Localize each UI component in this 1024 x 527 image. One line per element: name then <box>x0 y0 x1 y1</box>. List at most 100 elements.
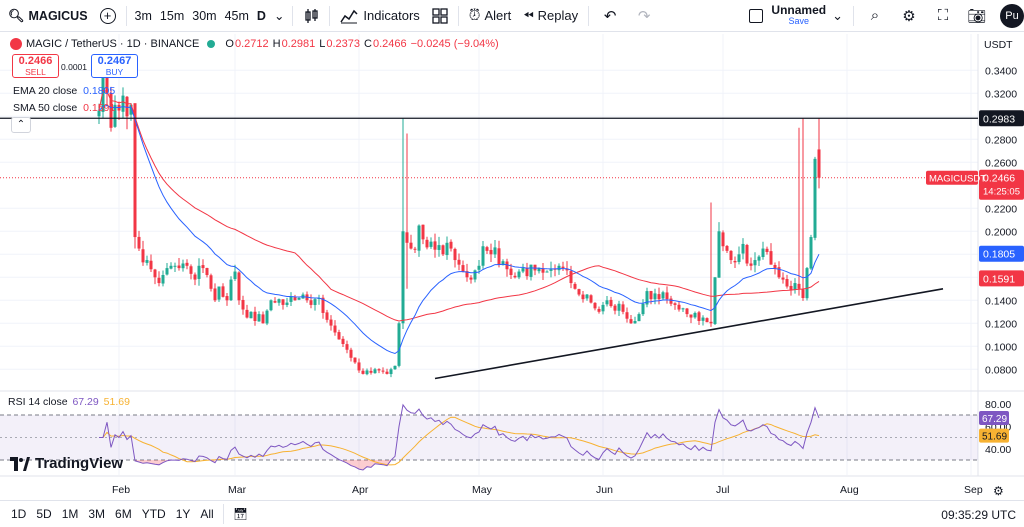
candle-body <box>161 275 165 284</box>
range-1d[interactable]: 1D <box>11 507 27 521</box>
month-label: Apr <box>352 484 369 496</box>
candle-body <box>481 246 485 266</box>
rsi-ma-line <box>99 416 820 466</box>
indicators-label: Indicators <box>363 8 420 23</box>
market-status-icon <box>207 40 216 48</box>
candle-body <box>645 291 649 305</box>
replay-button[interactable]: ⏪︎ Replay <box>517 0 584 32</box>
sell-button[interactable]: 0.2466 SELL <box>12 54 59 78</box>
currency-label[interactable]: USDT <box>984 39 1013 51</box>
alert-button[interactable]: ⏰︎ Alert <box>463 0 517 32</box>
layout-save-button[interactable]: Unnamed Save ⌄ <box>743 0 849 32</box>
indicators-button[interactable]: Indicators <box>334 0 425 32</box>
candle-body <box>565 268 569 271</box>
candle-body <box>277 299 281 303</box>
candle-body <box>269 300 273 311</box>
settings-button[interactable]: ⚙ <box>892 0 926 32</box>
candle-body <box>197 265 201 279</box>
templates-button[interactable] <box>426 0 454 32</box>
candle-body <box>157 277 161 284</box>
alert-label: Alert <box>484 8 512 23</box>
last-price-tag: 0.2466 14:25:05 <box>979 169 1024 200</box>
symbol-search-button[interactable]: 🔍︎ MAGICUS <box>0 0 94 32</box>
candle-body <box>257 314 261 322</box>
range-all[interactable]: All <box>200 507 214 521</box>
range-1y[interactable]: 1Y <box>175 507 191 521</box>
candle-body <box>581 294 585 300</box>
magnifier-icon: ⌕ <box>870 7 880 24</box>
candle-body <box>569 271 573 284</box>
chart-settings-icon[interactable]: ⚙ <box>993 484 1004 498</box>
candle-body <box>109 92 113 128</box>
quick-search-button[interactable]: ⌕ <box>858 0 892 32</box>
candle-body <box>181 263 185 269</box>
candle-body <box>609 299 613 307</box>
tradingview-logo: TradingView <box>10 455 123 472</box>
range-1m[interactable]: 1M <box>61 507 79 521</box>
candle-body <box>449 241 453 249</box>
candle-body <box>313 299 317 306</box>
candle-body <box>761 248 765 258</box>
collapse-legend-button[interactable]: ⌃ <box>11 117 31 133</box>
candle-body <box>149 260 153 270</box>
candle-body <box>397 323 401 366</box>
candle-body <box>517 271 521 278</box>
candle-body <box>701 317 705 321</box>
goto-date-button[interactable]: 📅︎ <box>228 507 253 521</box>
rsi-legend[interactable]: RSI 14 close 67.29 51.69 <box>8 396 130 408</box>
last-price-value: 0.2466 <box>983 173 1015 185</box>
interval-d[interactable]: D <box>256 8 266 23</box>
candle-body <box>145 260 149 263</box>
rewind-icon: ⏪︎ <box>523 7 534 23</box>
candle-body <box>521 268 525 272</box>
month-label: May <box>472 484 493 496</box>
candle-body <box>593 302 597 309</box>
overlays <box>0 89 978 380</box>
candle-body <box>745 245 749 264</box>
sma-legend[interactable]: SMA 50 close 0.1591 <box>13 102 115 114</box>
chart-type-button[interactable] <box>297 0 325 32</box>
interval-45m[interactable]: 45m <box>224 8 249 23</box>
interval-30m[interactable]: 30m <box>192 8 217 23</box>
candle-body <box>429 241 433 247</box>
candle-body <box>525 267 529 277</box>
interval-15m[interactable]: 15m <box>159 8 185 23</box>
snapshot-button[interactable]: 📷︎ <box>960 0 994 32</box>
candle-body <box>185 262 189 266</box>
interval-3m[interactable]: 3m <box>134 8 152 23</box>
month-label: Mar <box>228 484 247 496</box>
candle-body <box>601 304 605 312</box>
ema-legend[interactable]: EMA 20 close 0.1805 <box>13 85 115 97</box>
undo-button[interactable]: ↶ <box>593 0 627 32</box>
candle-body <box>281 299 285 305</box>
candle-body <box>413 248 417 250</box>
range-3m[interactable]: 3M <box>88 507 106 521</box>
price-tick-label: 0.2200 <box>985 203 1017 215</box>
candle-body <box>513 275 517 278</box>
buy-button[interactable]: 0.2467 BUY <box>91 54 138 78</box>
candle-body <box>357 362 361 371</box>
candle-body <box>801 289 805 298</box>
candle-body <box>261 314 265 324</box>
checkbox-icon <box>749 8 764 23</box>
range-ytd[interactable]: YTD <box>141 507 166 521</box>
candle-body <box>333 325 337 333</box>
candle-body <box>697 312 701 321</box>
user-avatar[interactable]: Pu <box>1000 3 1024 28</box>
last-price-tag-bg <box>979 169 1024 200</box>
fullscreen-button[interactable]: ⛶ <box>926 0 960 32</box>
candle-body <box>493 247 497 255</box>
compare-symbol-button[interactable]: + <box>94 0 122 32</box>
candle-body <box>573 283 577 289</box>
resistance-price-label: 0.2983 <box>979 110 1024 127</box>
candle-body <box>113 104 117 127</box>
candle-body <box>717 231 721 278</box>
candle-body <box>597 308 601 312</box>
sma-50-line <box>98 89 820 322</box>
candle-body <box>457 259 461 265</box>
range-5d[interactable]: 5D <box>36 507 52 521</box>
redo-button[interactable]: ↷ <box>627 0 661 32</box>
interval-dropdown[interactable]: ⌄ <box>270 8 288 23</box>
range-6m[interactable]: 6M <box>115 507 132 521</box>
